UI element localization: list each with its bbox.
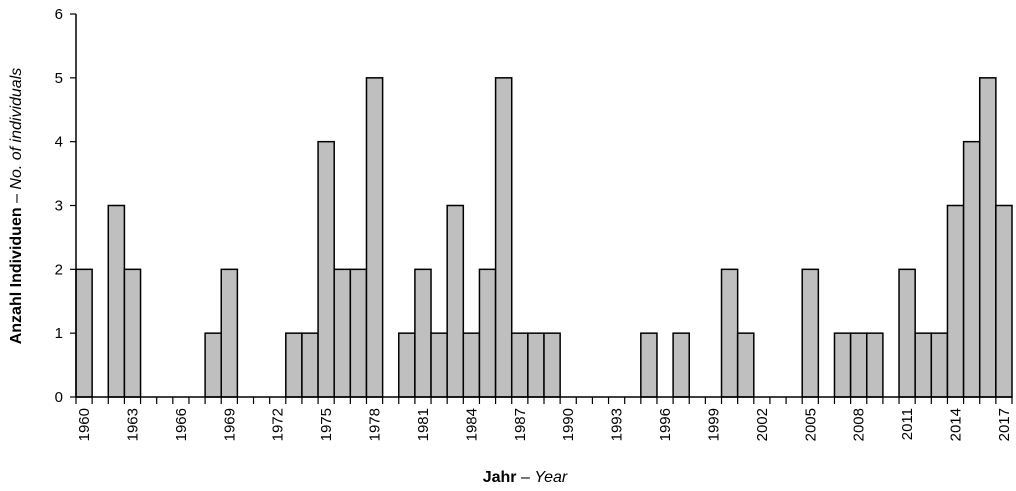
- x-tick-label: 2017: [996, 408, 1013, 441]
- bar-1986: [494, 77, 513, 398]
- bar-1968: [204, 332, 222, 398]
- bar-1974: [301, 332, 319, 398]
- bar-1978: [365, 77, 384, 398]
- axes-group: [70, 13, 1013, 404]
- bar-1962: [107, 204, 126, 398]
- x-tick-label: 2002: [754, 408, 771, 441]
- x-tick-label: 1999: [705, 408, 722, 441]
- y-tick-label: 4: [55, 134, 63, 151]
- bar-2012: [914, 332, 933, 398]
- x-tick-label: 1963: [124, 408, 141, 441]
- bar-1973: [285, 332, 303, 398]
- bar-2001: [736, 332, 755, 398]
- bars-group: [75, 77, 1013, 398]
- x-tick-label: 2008: [851, 408, 868, 441]
- x-tick-label: 1996: [657, 408, 674, 441]
- bar-2009: [866, 332, 884, 398]
- y-tick-label: 0: [55, 389, 63, 406]
- x-tick-label: 1966: [173, 408, 190, 441]
- y-tick-label: 5: [55, 70, 63, 87]
- y-tick-labels: 0 1 2 3 4 5 6: [55, 6, 63, 406]
- bar-1983: [446, 204, 465, 398]
- bar-2007: [833, 332, 852, 398]
- bar-1985: [478, 268, 497, 398]
- y-tick-label: 3: [55, 198, 63, 215]
- bar-2015: [962, 140, 981, 398]
- x-tick-label: 1960: [76, 408, 93, 441]
- bar-2011: [898, 268, 916, 398]
- bar-1988: [527, 332, 545, 398]
- bar-2014: [946, 204, 965, 398]
- y-axis-title: Anzahl Individuen – No. of individuals: [8, 68, 25, 345]
- bar-1969: [220, 268, 239, 398]
- x-tick-label: 1975: [318, 408, 335, 441]
- bar-2016: [978, 77, 997, 398]
- y-tick-label: 2: [55, 261, 63, 278]
- x-tick-label: 2014: [948, 408, 965, 441]
- bar-1997: [672, 332, 690, 398]
- x-tick-label: 1972: [270, 408, 287, 441]
- bar-1982: [430, 332, 448, 398]
- x-tick-label: 2005: [802, 408, 819, 441]
- bar-1987: [510, 332, 529, 398]
- bar-1963: [123, 268, 142, 398]
- x-tick-label: 1978: [367, 408, 384, 441]
- bar-2005: [801, 268, 820, 398]
- y-tick-label: 6: [55, 6, 63, 23]
- bar-1960: [75, 268, 93, 398]
- bar-1981: [414, 268, 432, 398]
- x-axis-title: Jahr – Year: [483, 469, 568, 486]
- x-tick-label: 1993: [609, 408, 626, 441]
- x-axis-title-italic: Year: [534, 469, 568, 486]
- x-tick-label: 1969: [221, 408, 238, 441]
- bar-1980: [398, 332, 416, 398]
- y-axis-title-bold: Anzahl Individuen: [8, 207, 25, 344]
- y-axis-title-italic: No. of individuals: [8, 68, 25, 190]
- bar-1977: [349, 268, 368, 398]
- x-tick-label: 1984: [463, 408, 480, 441]
- x-tick-label: 1981: [415, 408, 432, 441]
- bar-1975: [317, 140, 335, 398]
- bar-2013: [930, 332, 949, 398]
- y-axis-title-sep: –: [8, 190, 25, 208]
- bar-1984: [462, 332, 481, 398]
- bar-1995: [640, 332, 658, 398]
- x-tick-label: 1990: [560, 408, 577, 441]
- y-tick-label: 1: [55, 325, 63, 342]
- bar-2017: [995, 204, 1013, 398]
- x-axis-title-bold: Jahr: [483, 469, 517, 486]
- bar-2000: [720, 268, 739, 398]
- x-tick-label: 1987: [512, 408, 529, 441]
- bar-1976: [333, 268, 352, 398]
- bar-1989: [543, 332, 561, 398]
- x-tick-labels: 1960 1963 1966 1969 1972 1975 1978 1981 1984 1987…: [76, 408, 1013, 441]
- x-axis-title-sep: –: [517, 469, 535, 486]
- x-tick-label: 2011: [899, 408, 916, 440]
- bar-2008: [849, 332, 868, 398]
